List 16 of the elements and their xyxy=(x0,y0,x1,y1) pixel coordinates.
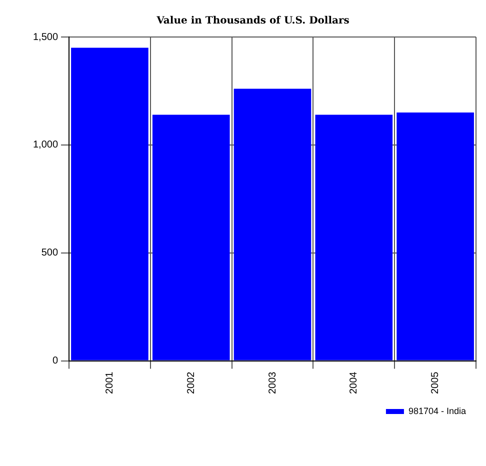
x-tick-label: 2001 xyxy=(104,371,116,394)
bar xyxy=(234,88,312,360)
x-tick-label: 2004 xyxy=(348,371,360,394)
legend-label: 981704 - India xyxy=(408,406,466,416)
x-tick-label: 2005 xyxy=(430,371,442,394)
y-tick-label: 1,500 xyxy=(32,32,58,43)
x-tick-label: 2003 xyxy=(267,371,278,394)
chart-title: Value in Thousands of U.S. Dollars xyxy=(156,16,350,27)
y-tick-label: 500 xyxy=(41,248,58,259)
bar xyxy=(315,114,393,360)
bar xyxy=(396,112,474,360)
x-tick-label: 2002 xyxy=(186,371,197,394)
y-tick-label: 0 xyxy=(52,356,58,367)
y-tick-label: 1,000 xyxy=(32,140,58,151)
bar xyxy=(152,114,230,360)
bar xyxy=(71,48,148,360)
